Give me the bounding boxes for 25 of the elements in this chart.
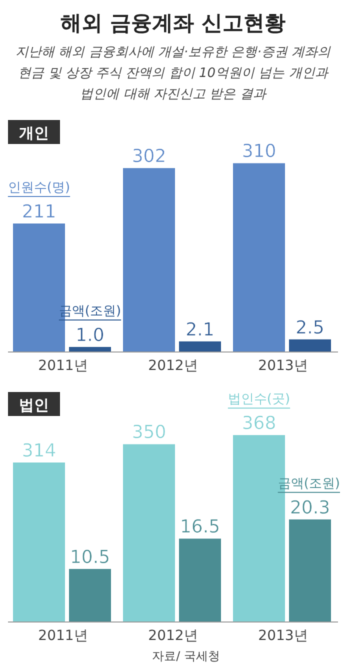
text: 인원수(명) <box>8 180 70 196</box>
x-tick-label: 2012년 <box>148 358 198 374</box>
data-label: 16.5 <box>180 516 220 538</box>
chart-title: 해외 금융계좌 신고현황 <box>60 11 286 35</box>
x-tick-label: 2011년 <box>38 628 88 644</box>
text: 법인수(곳) <box>228 392 290 408</box>
data-label: 302 <box>132 146 166 168</box>
data-label: 2.1 <box>186 319 214 340</box>
text: 자료/ 국세청 <box>152 649 220 663</box>
chart-subtitle: 지난해 해외 금융회사에 개설·보유한 은행·증권 계좌의 현금 및 상장 주식 잔액의 합이 10억원이 넘는 개인과 법인에 대해 자진신고 받은 결과 <box>16 45 332 102</box>
data-label: 1.0 <box>76 324 104 346</box>
data-label: 10.5 <box>70 546 110 568</box>
data-label: 368 <box>242 413 276 434</box>
data-label: 2.5 <box>296 317 324 338</box>
data-label: 350 <box>132 422 166 444</box>
data-label: 20.3 <box>290 497 330 518</box>
x-tick-label: 2012년 <box>148 628 198 644</box>
text: 개인 <box>19 124 49 142</box>
x-tick-label: 2013년 <box>258 628 308 644</box>
x-tick-label: 2013년 <box>258 358 308 374</box>
x-tick-label: 2011년 <box>38 358 88 374</box>
data-label: 211 <box>22 202 56 223</box>
text: 법인 <box>19 396 49 414</box>
data-label: 314 <box>22 440 56 462</box>
data-label: 310 <box>242 141 276 162</box>
